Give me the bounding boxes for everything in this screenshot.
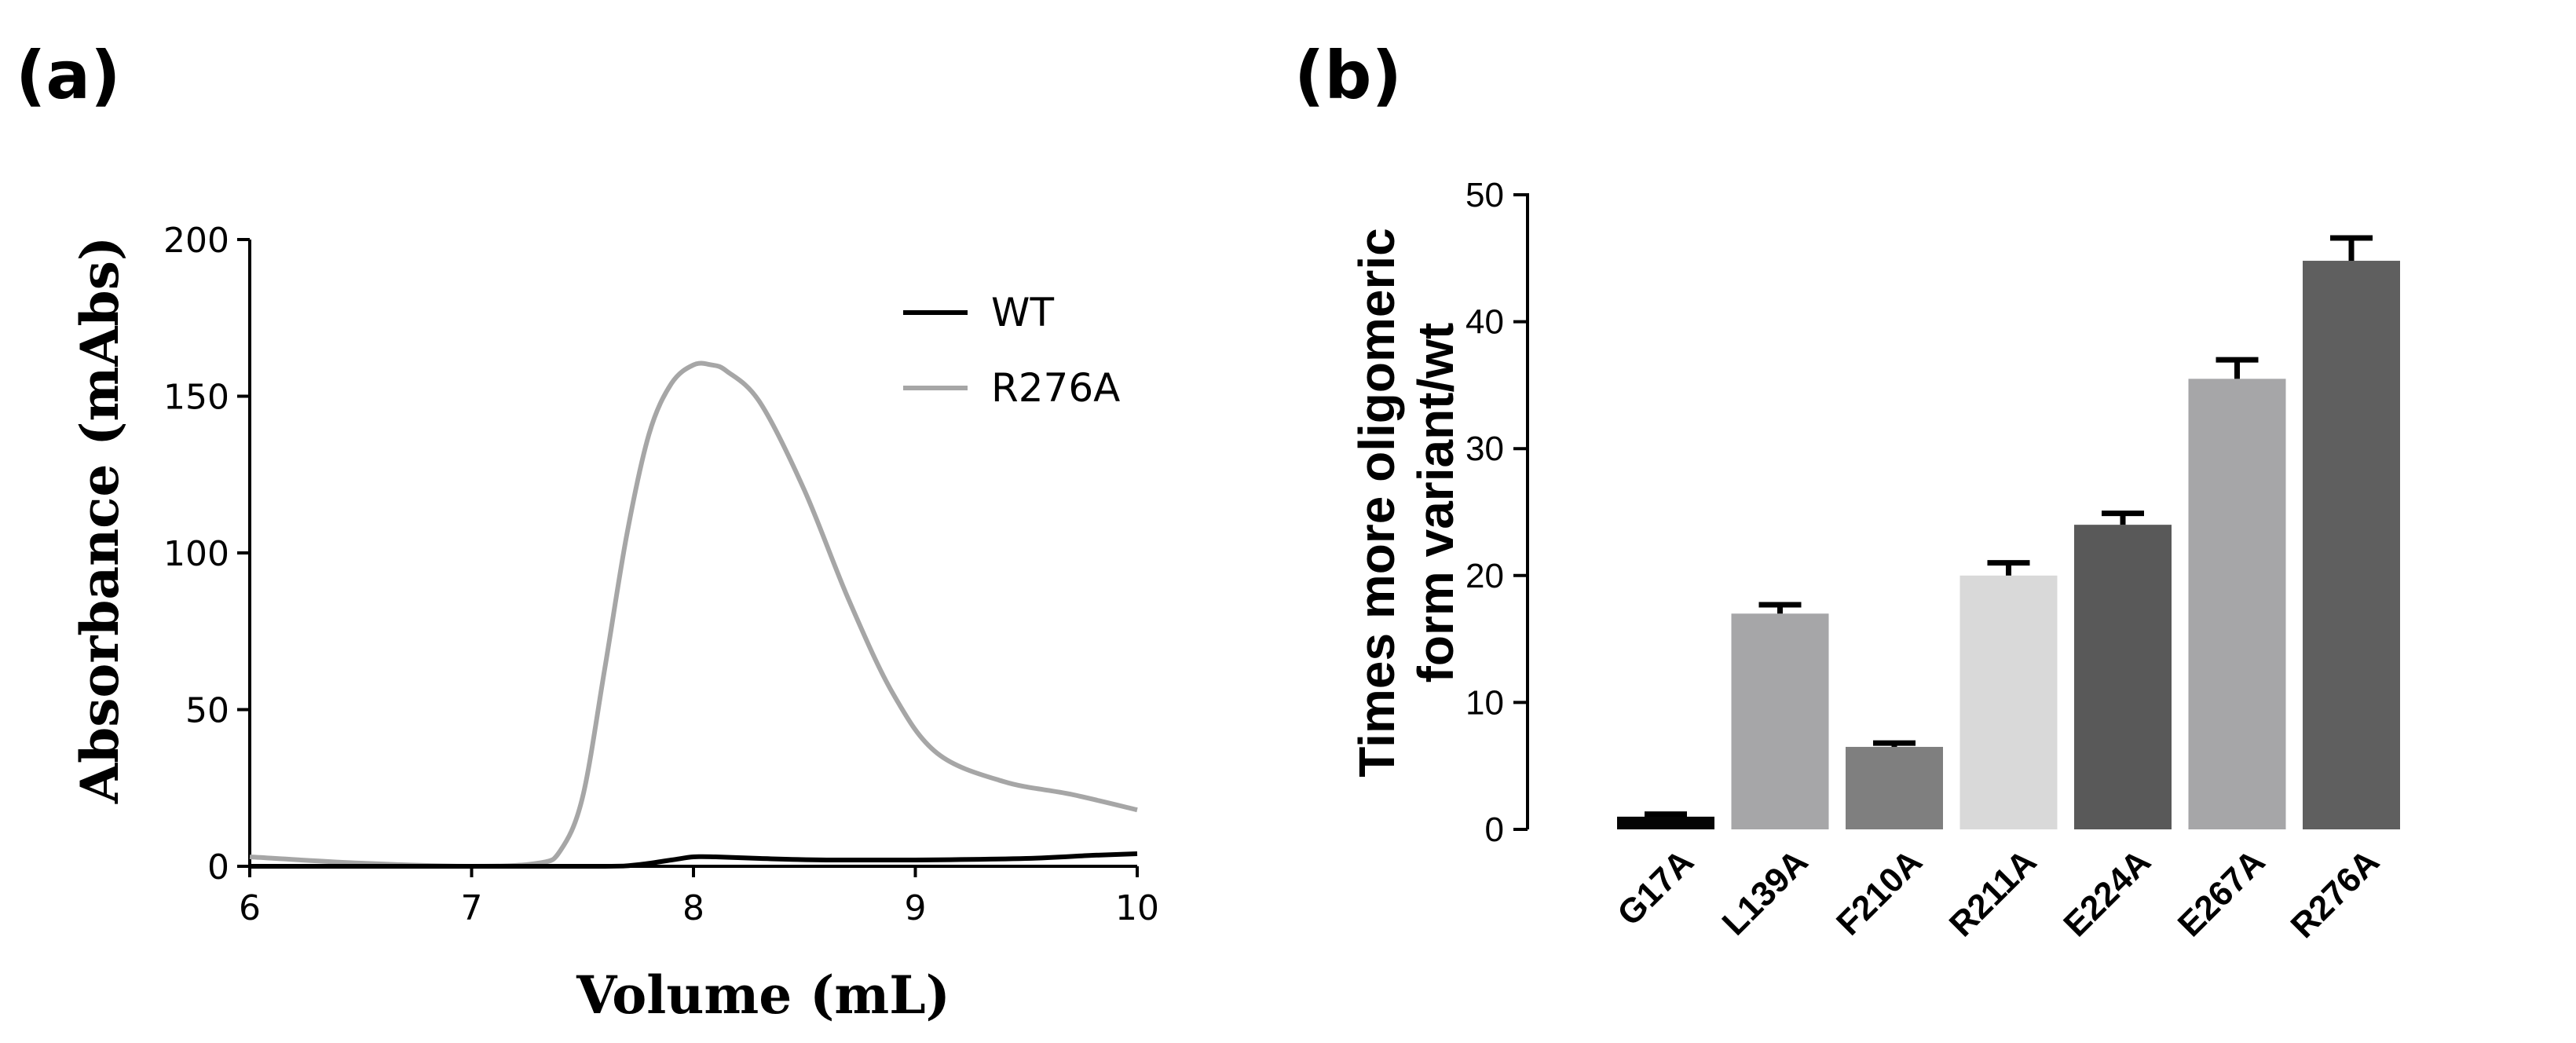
chart-b-ylabel-line1: Times more oligomeric	[1348, 228, 1405, 778]
chart-a-x-tick-label: 8	[682, 888, 704, 928]
legend-label-r276a: R276A	[991, 365, 1120, 411]
bar-l139a	[1731, 613, 1829, 829]
chart-b-y-tick-label: 50	[1465, 176, 1504, 214]
chart-a-x-tick-label: 10	[1115, 888, 1159, 928]
category-label-e267a: E267A	[2171, 842, 2273, 944]
category-label-l139a: L139A	[1715, 842, 1816, 942]
panel-b-label: (b)	[1294, 37, 1402, 114]
category-label-r276a: R276A	[2284, 842, 2387, 945]
chart-a-ylabel: Absorbance (mAbs)	[69, 236, 130, 804]
chart-b-bar-group: G17A L139A F210A R211A E224A E267A R276A	[1610, 235, 2400, 946]
category-label-g17a: G17A	[1610, 842, 1701, 933]
category-label-e224a: E224A	[2056, 842, 2158, 944]
legend-label-wt: WT	[991, 290, 1054, 335]
chart-a-y-tick-label: 50	[185, 691, 229, 731]
bar-f210a	[1846, 746, 1943, 829]
chart-a-line-wt	[250, 851, 1138, 869]
panel-a-label: (a)	[16, 37, 120, 114]
chart-a-y-tick-label: 0	[207, 847, 229, 887]
chart-b-y-tick-label: 40	[1465, 303, 1504, 342]
chart-a-chromatogram: Volume (mL) Absorbance (mAbs) 6 7 8 9 100501…	[69, 221, 1159, 1026]
chart-b-axes: 0 10 20 30 40 50	[1465, 176, 1529, 849]
bar-e267a	[2188, 379, 2286, 829]
chart-b-bars: Times more oligomeric form variant/wt 0 1…	[1348, 176, 2400, 946]
chart-a-y-tick-label: 150	[163, 378, 229, 418]
category-label-f210a: F210A	[1829, 842, 1930, 942]
chart-b-y-tick-label: 30	[1465, 430, 1504, 468]
chart-b-y-tick-label: 20	[1465, 557, 1504, 595]
chart-b-y-tick-label: 0	[1485, 811, 1504, 849]
chart-a-series	[249, 360, 1138, 869]
chart-b-ylabel-line2: form variant/wt	[1407, 323, 1464, 683]
chart-a-x-tick-label: 7	[461, 888, 483, 928]
chart-a-x-tick-label: 6	[239, 888, 261, 928]
bar-r211a	[1959, 575, 2058, 829]
chart-a-y-tick-label: 200	[163, 221, 229, 261]
category-label-r211a: R211A	[1942, 842, 2044, 944]
chart-a-line-r276a	[249, 360, 1138, 869]
chart-a-y-tick-label: 100	[163, 534, 229, 574]
bar-g17a	[1617, 816, 1714, 829]
bar-e224a	[2074, 525, 2172, 829]
chart-b-y-tick-label: 10	[1465, 683, 1504, 722]
bar-r276a	[2303, 261, 2400, 830]
chart-a-xlabel: Volume (mL)	[576, 964, 950, 1026]
chart-a-x-tick-label: 9	[905, 888, 927, 928]
chart-a-legend: WT R276A	[903, 290, 1120, 411]
